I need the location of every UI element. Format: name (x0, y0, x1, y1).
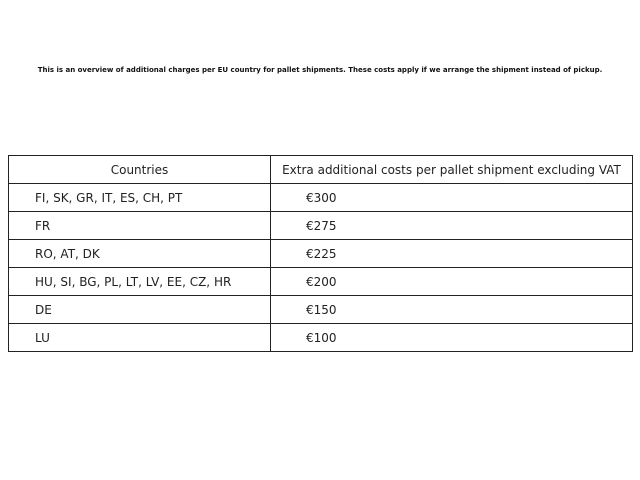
table-row: LU €100 (8, 323, 633, 352)
table-row: FI, SK, GR, IT, ES, CH, PT €300 (8, 183, 633, 212)
countries-cell: RO, AT, DK (8, 239, 271, 268)
cost-cell: €200 (270, 267, 633, 296)
table-row: FR €275 (8, 211, 633, 240)
table-row: DE €150 (8, 295, 633, 324)
table-header-row: Countries Extra additional costs per pal… (8, 155, 633, 184)
countries-cell: FI, SK, GR, IT, ES, CH, PT (8, 183, 271, 212)
intro-note: This is an overview of additional charge… (37, 66, 603, 74)
table-row: HU, SI, BG, PL, LT, LV, EE, CZ, HR €200 (8, 267, 633, 296)
cost-cell: €300 (270, 183, 633, 212)
countries-cell: DE (8, 295, 271, 324)
cost-cell: €150 (270, 295, 633, 324)
header-countries: Countries (8, 155, 271, 184)
countries-cell: LU (8, 323, 271, 352)
cost-cell: €225 (270, 239, 633, 268)
countries-cell: HU, SI, BG, PL, LT, LV, EE, CZ, HR (8, 267, 271, 296)
cost-cell: €100 (270, 323, 633, 352)
header-extra-costs: Extra additional costs per pallet shipme… (270, 155, 633, 184)
table-row: RO, AT, DK €225 (8, 239, 633, 268)
pallet-costs-table: Countries Extra additional costs per pal… (8, 155, 633, 352)
cost-cell: €275 (270, 211, 633, 240)
countries-cell: FR (8, 211, 271, 240)
